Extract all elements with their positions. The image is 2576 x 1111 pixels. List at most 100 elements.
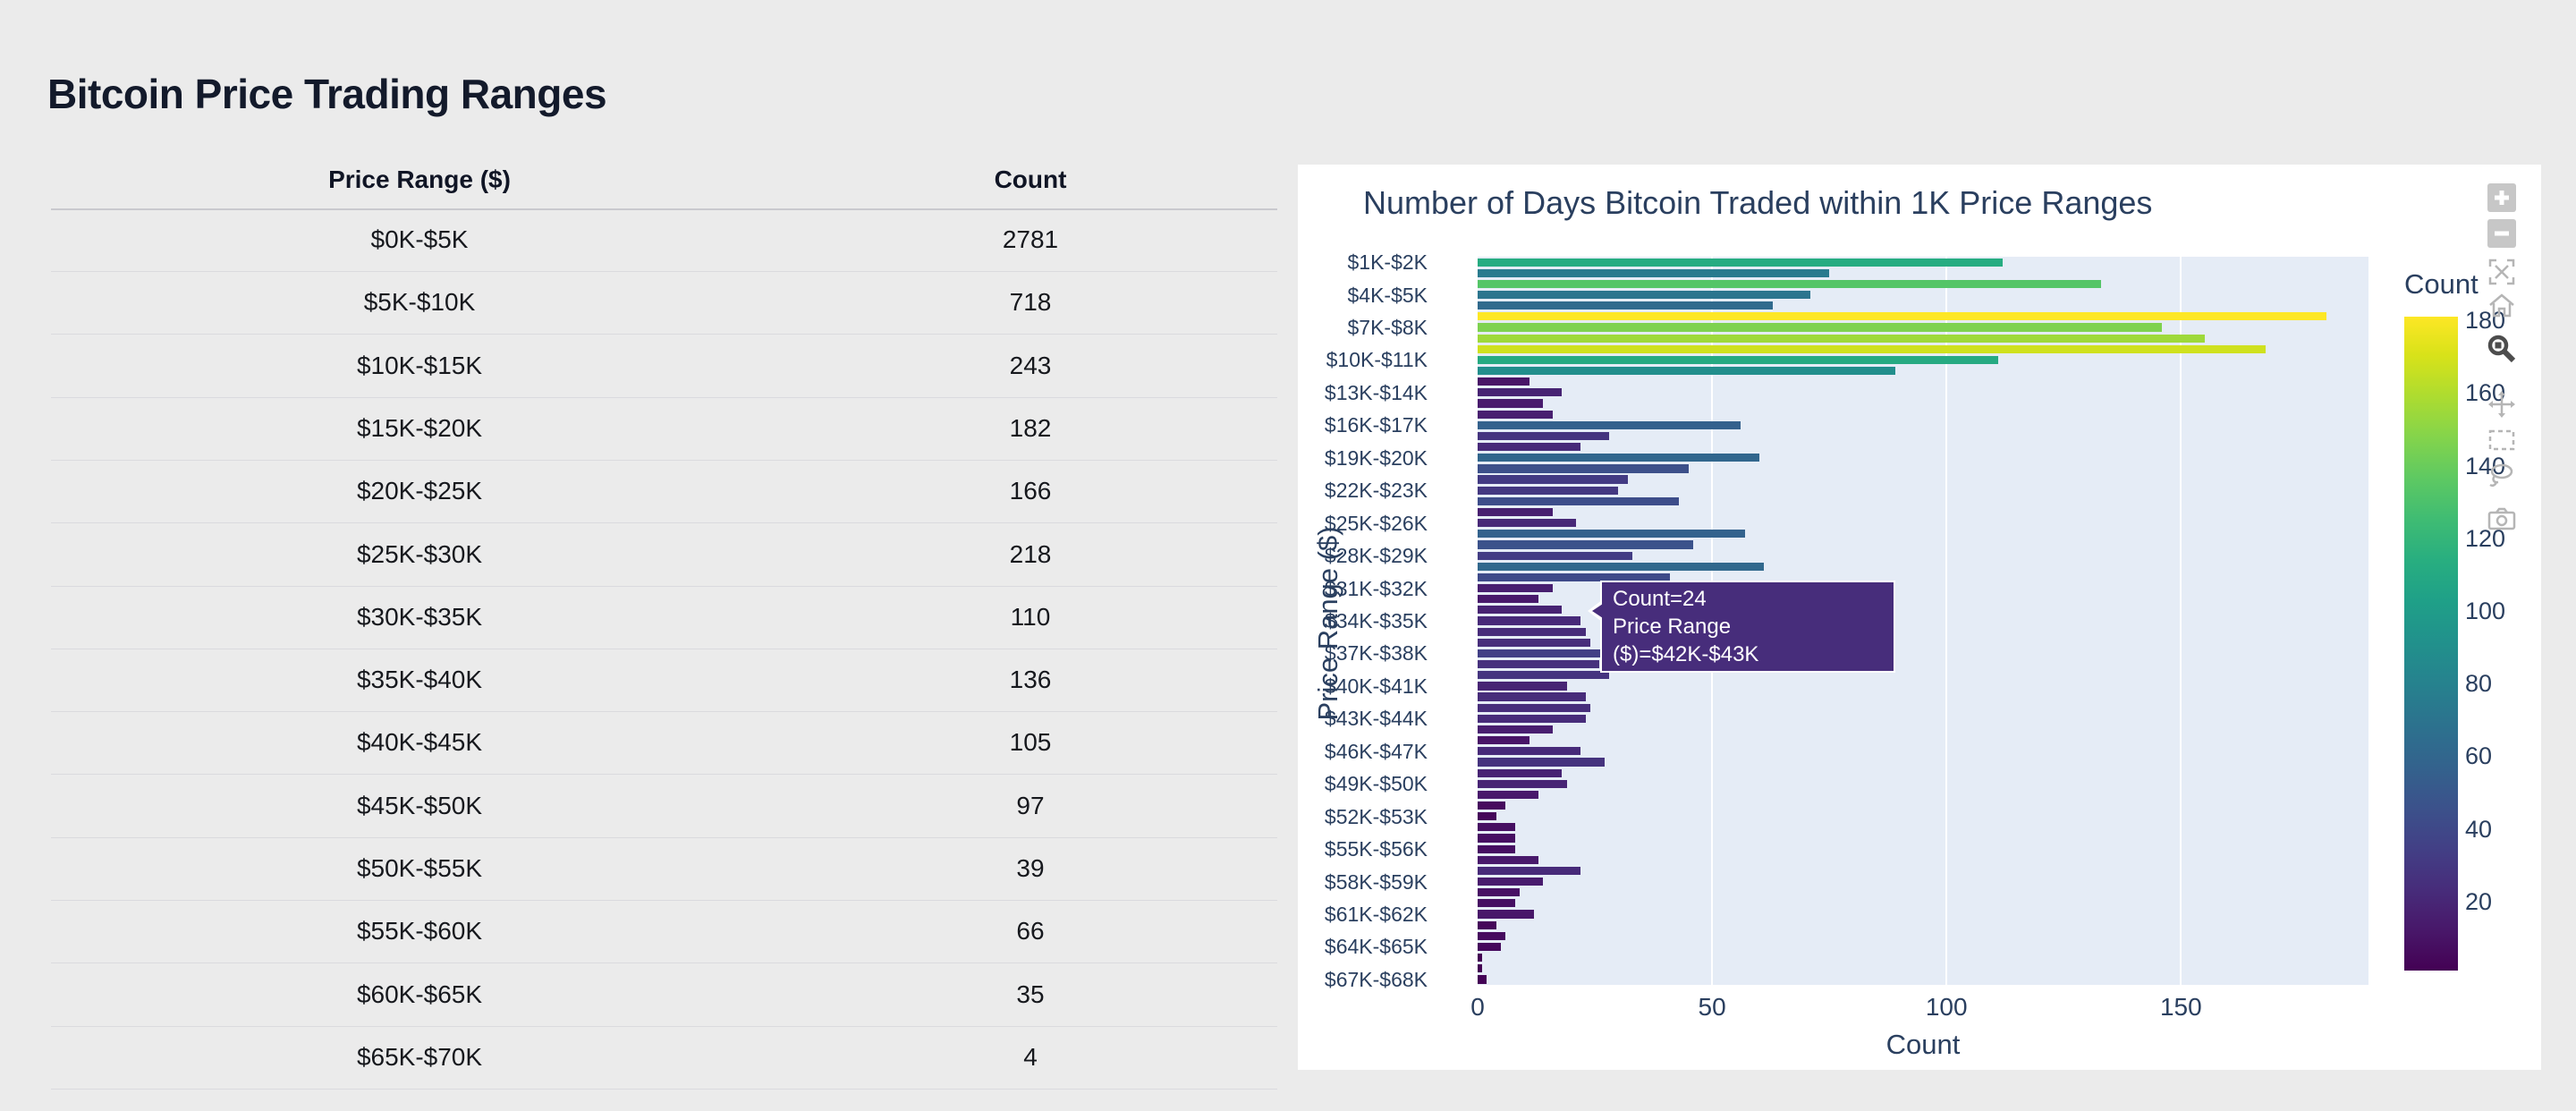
bar[interactable] xyxy=(1478,638,1590,647)
bar[interactable] xyxy=(1478,725,1553,734)
bar[interactable] xyxy=(1478,388,1563,397)
bar[interactable] xyxy=(1478,475,1628,484)
bar[interactable] xyxy=(1478,334,2205,343)
bar[interactable] xyxy=(1478,801,1506,810)
autoscale-button[interactable] xyxy=(2487,257,2517,287)
bar[interactable] xyxy=(1478,692,1586,701)
bar[interactable] xyxy=(1478,747,1581,756)
bar[interactable] xyxy=(1478,530,1745,539)
bar[interactable] xyxy=(1478,519,1577,528)
y-tick-label: $31K-$32K xyxy=(1324,576,1428,600)
bar[interactable] xyxy=(1478,399,1544,408)
y-tick-label: $64K-$65K xyxy=(1324,935,1428,959)
bar[interactable] xyxy=(1478,344,2266,353)
bar[interactable] xyxy=(1478,551,1632,560)
price-range-cell: $40K-$45K xyxy=(356,728,483,757)
bar[interactable] xyxy=(1478,562,1764,571)
bar[interactable] xyxy=(1478,486,1619,495)
zoom-in-button[interactable] xyxy=(2487,182,2517,213)
bar[interactable] xyxy=(1478,703,1590,712)
bar[interactable] xyxy=(1478,954,1483,963)
bar[interactable] xyxy=(1478,649,1642,658)
bar[interactable] xyxy=(1478,443,1581,452)
bar[interactable] xyxy=(1478,268,1830,277)
bar[interactable] xyxy=(1478,736,1530,745)
bar[interactable] xyxy=(1478,942,1502,952)
bar[interactable] xyxy=(1478,606,1563,615)
table-row: $65K-$70K 4 xyxy=(51,1026,1277,1090)
bar[interactable] xyxy=(1478,454,1759,462)
box-zoom-button[interactable] xyxy=(2487,334,2517,364)
bar[interactable] xyxy=(1478,878,1544,886)
bar[interactable] xyxy=(1478,931,1506,940)
price-range-cell: $50K-$55K xyxy=(356,854,483,882)
bar[interactable] xyxy=(1478,290,1811,300)
reset-axes-button[interactable] xyxy=(2487,291,2517,321)
bar[interactable] xyxy=(1478,975,1487,984)
bar[interactable] xyxy=(1478,377,1530,386)
pan-button[interactable] xyxy=(2487,389,2517,420)
box-select-button[interactable] xyxy=(2487,425,2517,455)
bar[interactable] xyxy=(1478,844,1515,853)
bar[interactable] xyxy=(1478,682,1567,691)
bar[interactable] xyxy=(1478,910,1534,919)
price-range-cell: $45K-$50K xyxy=(356,791,483,819)
y-tick-label: $10K-$11K xyxy=(1326,348,1428,372)
bar[interactable] xyxy=(1478,496,1680,505)
bar[interactable] xyxy=(1478,464,1689,473)
table-row: $30K-$35K 110 xyxy=(51,586,1277,649)
bar[interactable] xyxy=(1478,627,1586,636)
bar[interactable] xyxy=(1478,355,1998,365)
colorbar-title: Count xyxy=(2404,268,2479,300)
colorbar-tick-label: 20 xyxy=(2465,887,2493,915)
bar[interactable] xyxy=(1478,540,1694,549)
bar[interactable] xyxy=(1478,301,1774,310)
bar[interactable] xyxy=(1478,279,2102,288)
bar[interactable] xyxy=(1478,312,2326,321)
bar[interactable] xyxy=(1478,410,1553,419)
bar[interactable] xyxy=(1478,714,1586,723)
zoom-in-icon xyxy=(2487,182,2517,213)
bar[interactable] xyxy=(1478,964,1483,973)
bar[interactable] xyxy=(1478,431,1609,441)
chart-title: Number of Days Bitcoin Traded within 1K … xyxy=(1363,184,2153,221)
bar[interactable] xyxy=(1478,899,1515,908)
bar[interactable] xyxy=(1478,507,1553,517)
y-tick-label: $16K-$17K xyxy=(1324,413,1428,437)
bar[interactable] xyxy=(1478,823,1515,832)
bar[interactable] xyxy=(1478,420,1741,429)
bar[interactable] xyxy=(1478,768,1563,777)
bar[interactable] xyxy=(1478,366,1895,376)
download-png-button[interactable] xyxy=(2487,504,2517,534)
count-cell: 97 xyxy=(1016,791,1045,819)
bar[interactable] xyxy=(1478,888,1521,897)
column-header-price-range: Price Range ($) xyxy=(328,165,511,193)
bar[interactable] xyxy=(1478,616,1581,625)
bar[interactable] xyxy=(1478,258,2004,267)
table-row: $40K-$45K 105 xyxy=(51,711,1277,776)
bar[interactable] xyxy=(1478,572,1670,582)
bar[interactable] xyxy=(1478,323,2163,332)
bar[interactable] xyxy=(1478,866,1581,876)
bar[interactable] xyxy=(1478,758,1605,767)
bar[interactable] xyxy=(1478,779,1567,788)
lasso-select-button[interactable] xyxy=(2487,461,2517,491)
bar[interactable] xyxy=(1478,790,1539,799)
bar[interactable] xyxy=(1478,920,1496,929)
y-tick-label: $55K-$56K xyxy=(1324,837,1428,861)
bar[interactable] xyxy=(1478,855,1539,864)
bar[interactable] xyxy=(1478,834,1515,843)
count-cell: 718 xyxy=(1009,288,1052,317)
y-tick-label: $58K-$59K xyxy=(1324,869,1428,894)
bar[interactable] xyxy=(1478,595,1539,604)
bar[interactable] xyxy=(1478,671,1609,680)
count-cell: 218 xyxy=(1009,539,1052,568)
table-row: $20K-$25K 166 xyxy=(51,460,1277,524)
bar[interactable] xyxy=(1478,660,1600,669)
chart-card: Number of Days Bitcoin Traded within 1K … xyxy=(1298,165,2541,1070)
x-tick-label: 50 xyxy=(1698,993,1726,1021)
bar[interactable] xyxy=(1478,812,1496,821)
colorbar-gradient xyxy=(2404,317,2458,971)
zoom-out-button[interactable] xyxy=(2487,218,2517,249)
bar[interactable] xyxy=(1478,583,1553,593)
